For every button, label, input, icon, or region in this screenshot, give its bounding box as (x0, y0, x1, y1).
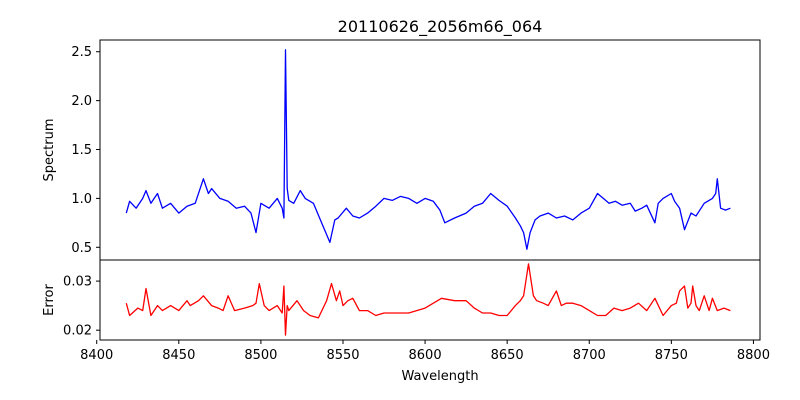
spectrum-ylabel: Spectrum (42, 119, 57, 182)
xtick-label: 8750 (655, 348, 688, 363)
xtick-label: 8550 (326, 348, 359, 363)
xtick-label: 8500 (244, 348, 277, 363)
xtick-label: 8800 (737, 348, 770, 363)
xtick-label: 8700 (573, 348, 606, 363)
error-axes: 0.02 0.03 8400 8450 8500 8550 8600 8650 8700 8750… (63, 259, 770, 363)
xtick-label: 8400 (80, 348, 113, 363)
xtick-label: 8600 (409, 348, 442, 363)
ytick-label: 1.0 (71, 192, 92, 207)
ytick-label: 1.5 (71, 143, 92, 158)
axes-frame (99, 259, 761, 341)
ytick-label: 2.5 (71, 45, 92, 60)
error-ylabel: Error (42, 284, 57, 316)
ytick-label: 0.5 (71, 241, 92, 256)
xlabel: Wavelength (401, 369, 478, 384)
chart-title: 20110626_2056m66_064 (338, 17, 543, 37)
ytick-label: 0.03 (63, 275, 92, 290)
spectrum-line (125, 49, 731, 250)
ytick-label: 2.0 (71, 94, 92, 109)
xtick-label: 8650 (491, 348, 524, 363)
ytick-label: 0.02 (63, 324, 92, 339)
error-line (125, 263, 731, 336)
xtick-label: 8450 (162, 348, 195, 363)
